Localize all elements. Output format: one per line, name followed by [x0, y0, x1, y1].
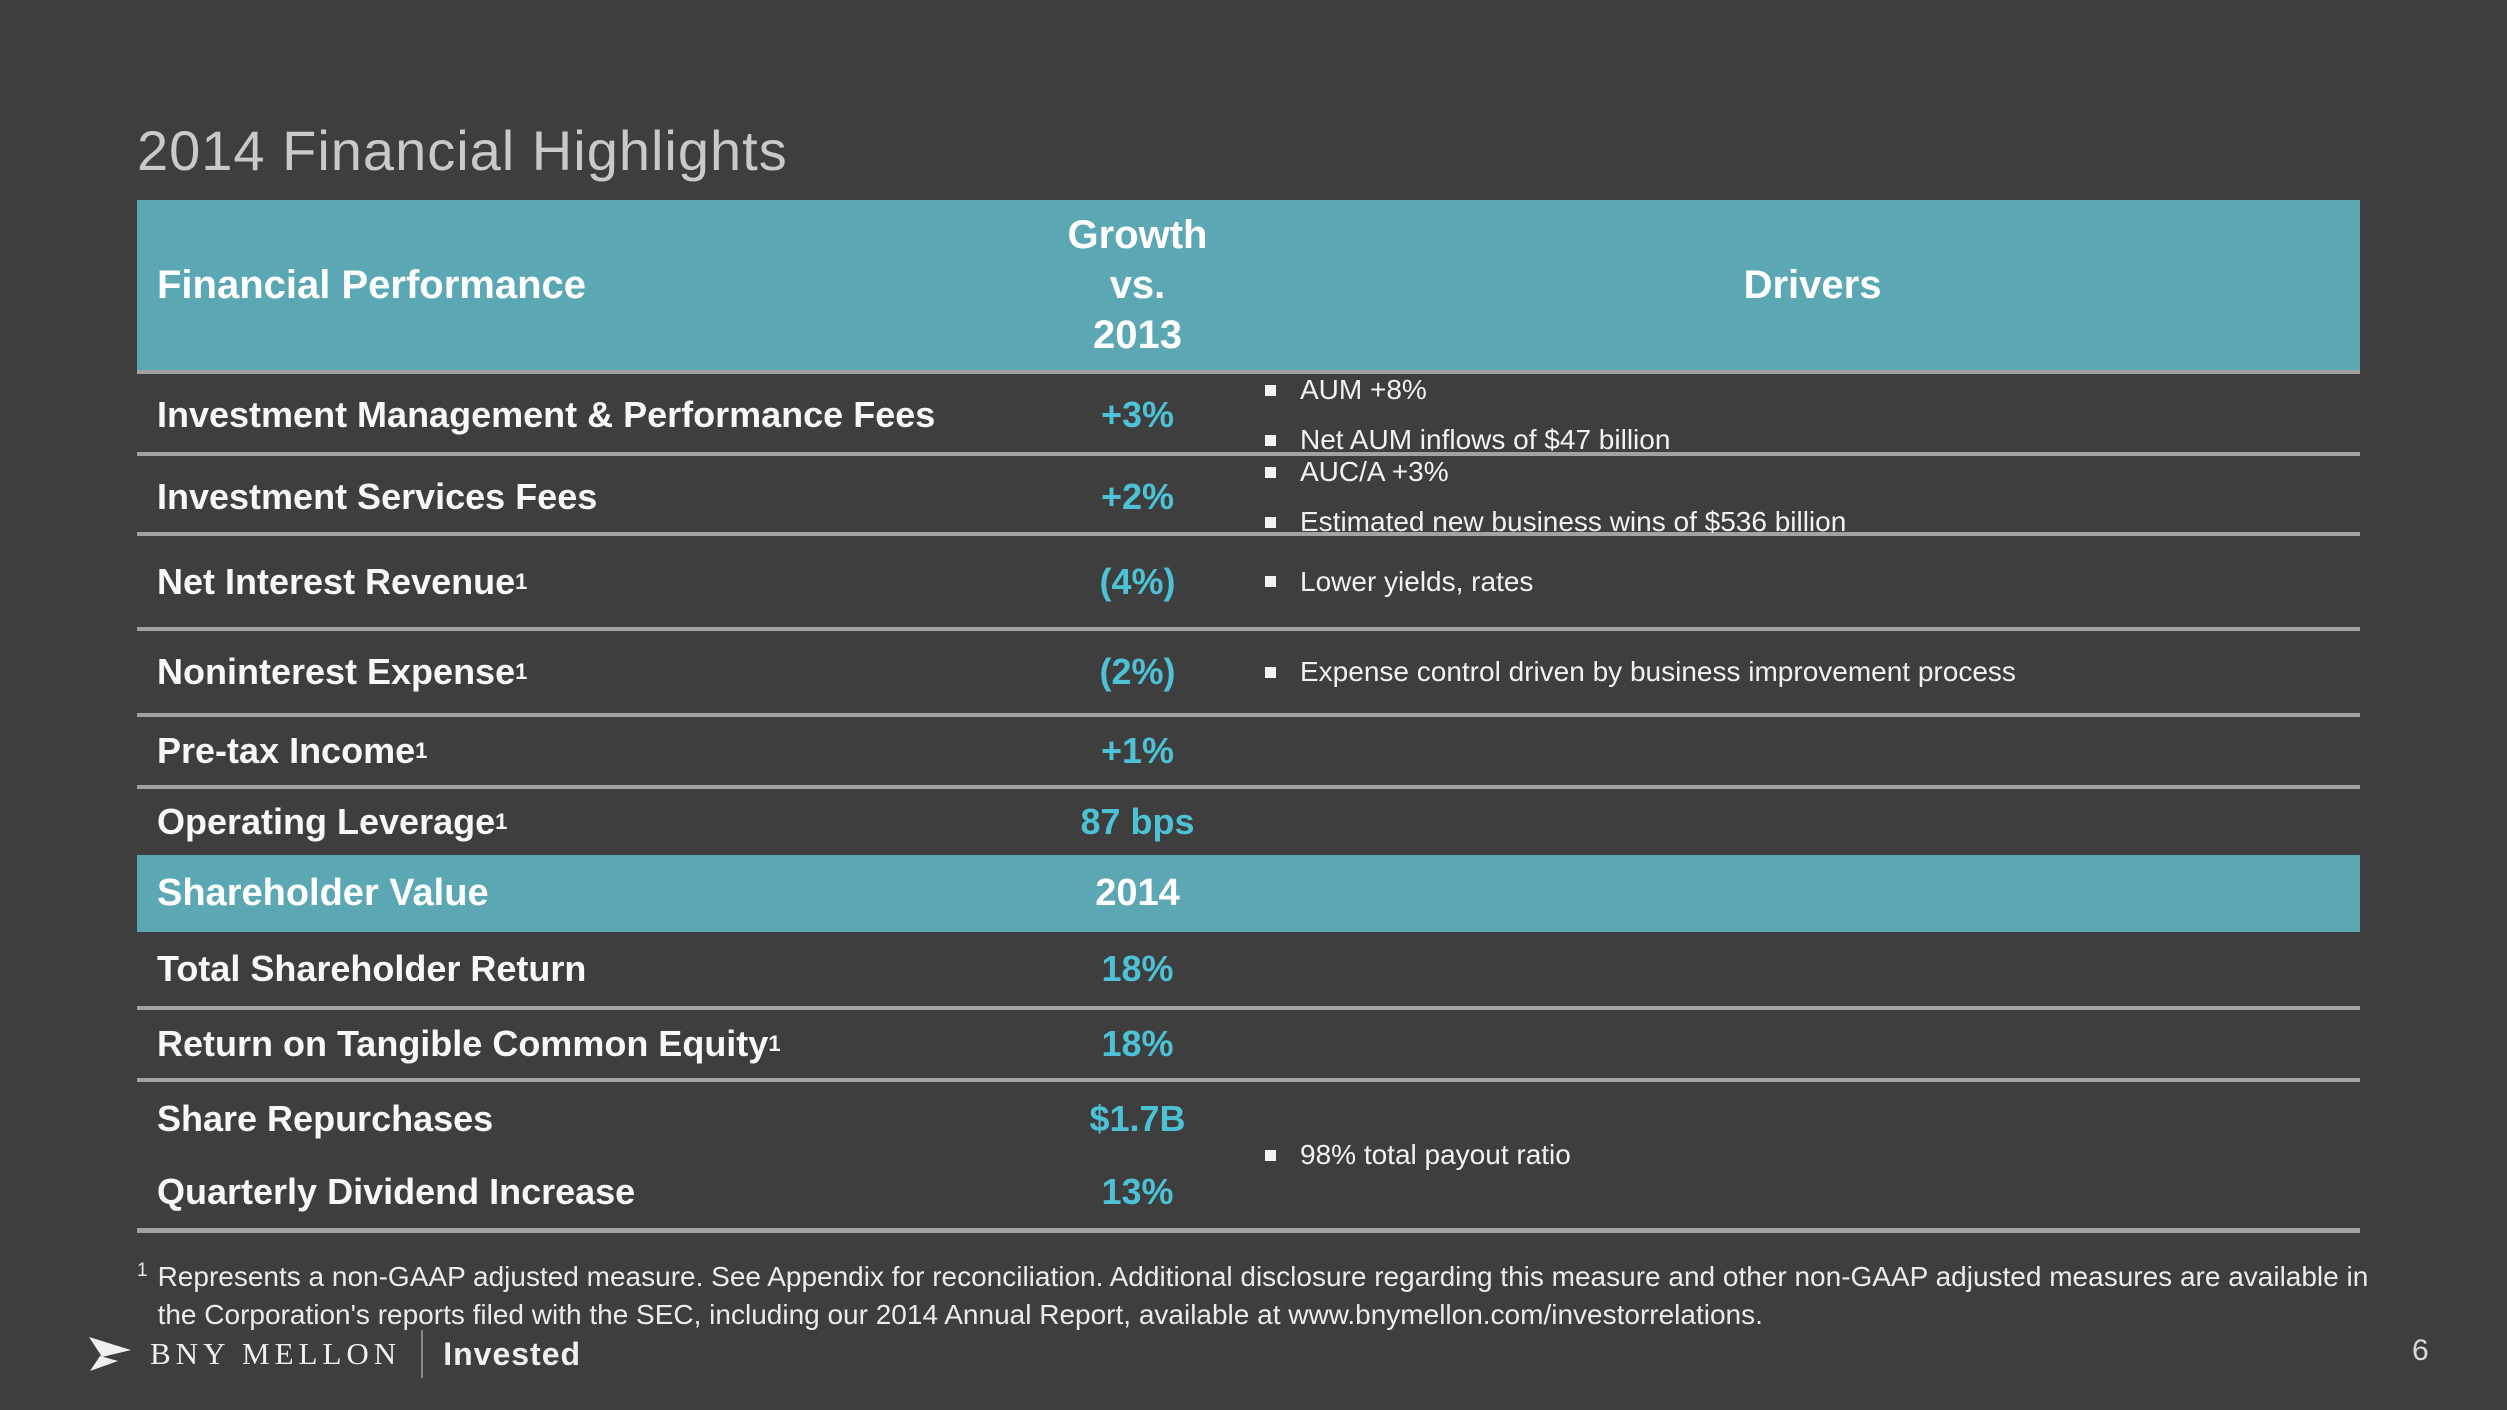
growth-value: +3%: [1100, 394, 1175, 435]
shareholder-value-band: Shareholder Value 2014: [137, 855, 2360, 932]
row-share-repurchases: Share Repurchases: [157, 1082, 1010, 1155]
row-investment-services-fees: Investment Services Fees +2% AUC/A +3% E…: [137, 452, 2360, 537]
header-growth-vs-2013: Growth vs. 2013: [1067, 213, 1208, 357]
row-label: Quarterly Dividend Increase: [157, 1170, 636, 1212]
page-title: 2014 Financial Highlights: [137, 119, 788, 182]
driver-text: AUC/A +3%: [1300, 456, 1449, 487]
square-bullet-icon: [1265, 434, 1276, 446]
row-net-interest-revenue: Net Interest Revenue 1 (4%) Lower yields,…: [137, 532, 2360, 627]
table-header-row: Financial Performance Growth vs. 2013 Dr…: [137, 200, 2360, 370]
square-bullet-icon: [1265, 466, 1276, 478]
payout-values: $1.7B 13%: [1010, 1082, 1265, 1228]
row-label-cell: Noninterest Expense 1: [157, 651, 528, 692]
page-number: 6: [2412, 1334, 2429, 1367]
drivers-cell: [1265, 789, 2360, 855]
footnote-text: Represents a non-GAAP adjusted measure. …: [157, 1261, 2369, 1330]
driver-text: Net AUM inflows of $47 billion: [1300, 424, 1671, 455]
drivers-cell: Lower yields, rates: [1265, 536, 2360, 627]
growth-value: 18%: [1101, 1023, 1174, 1064]
row-label-cell: Investment Services Fees: [137, 456, 1010, 538]
row-label: Share Repurchases: [157, 1097, 494, 1139]
row-label: Investment Management & Performance Fees: [157, 394, 936, 435]
footnote-marker: 1: [137, 1260, 148, 1281]
drivers-cell: [1265, 717, 2360, 785]
driver-item: AUC/A +3%: [1265, 456, 1449, 488]
growth-value: 13%: [1101, 1170, 1174, 1212]
row-label: Noninterest Expense: [157, 651, 516, 692]
row-quarterly-dividend-increase: Quarterly Dividend Increase: [157, 1155, 1010, 1228]
drivers-cell: [1265, 1010, 2360, 1078]
growth-value: +2%: [1100, 476, 1175, 517]
row-label-cell: Operating Leverage 1: [157, 801, 508, 842]
driver-item: Estimated new business wins of $536 bill…: [1265, 506, 1846, 538]
footer-branding: BNY MELLON Invested: [88, 1328, 581, 1380]
driver-item: AUM +8%: [1265, 374, 1427, 406]
band-year: 2014: [1095, 872, 1180, 914]
drivers-cell: 98% total payout ratio: [1265, 1082, 2360, 1228]
row-label: Investment Services Fees: [157, 476, 598, 517]
brand-tagline: Invested: [443, 1335, 582, 1372]
drivers-cell: AUC/A +3% Estimated new business wins of…: [1265, 456, 2360, 538]
growth-value: (4%): [1099, 560, 1176, 602]
driver-text: Expense control driven by business impro…: [1300, 656, 2016, 687]
band-empty-cell: [1265, 855, 2360, 932]
driver-item: Lower yields, rates: [1265, 566, 1533, 598]
growth-value: 18%: [1101, 948, 1174, 989]
header-financial-performance: Financial Performance: [157, 262, 587, 307]
growth-value: $1.7B: [1089, 1097, 1186, 1139]
row-investment-management-fees: Investment Management & Performance Fees…: [137, 370, 2360, 455]
row-label-cell: Investment Management & Performance Fees: [137, 374, 1010, 456]
square-bullet-icon: [1265, 666, 1276, 678]
drivers-cell: Expense control driven by business impro…: [1265, 631, 2360, 713]
bny-mellon-logo-icon: [89, 1337, 131, 1371]
growth-value: +1%: [1100, 730, 1175, 771]
row-label: Pre-tax Income: [157, 730, 416, 771]
drivers-cell: AUM +8% Net AUM inflows of $47 billion: [1265, 374, 2360, 456]
row-pretax-income: Pre-tax Income 1 +1%: [137, 713, 2360, 785]
growth-value: 87 bps: [1080, 801, 1195, 842]
financial-highlights-table: Financial Performance Growth vs. 2013 Dr…: [137, 200, 2360, 1233]
footnote: 1 Represents a non-GAAP adjusted measure…: [137, 1258, 2377, 1334]
row-label: Operating Leverage: [157, 801, 496, 842]
square-bullet-icon: [1265, 576, 1276, 587]
row-operating-leverage: Operating Leverage 1 87 bps: [137, 785, 2360, 855]
row-label: Return on Tangible Common Equity: [157, 1023, 769, 1064]
brand-wordmark: BNY MELLON: [150, 1336, 402, 1371]
header-drivers: Drivers: [1743, 262, 1882, 307]
driver-text: 98% total payout ratio: [1300, 1139, 1571, 1170]
band-label: Shareholder Value: [157, 872, 489, 914]
driver-text: Estimated new business wins of $536 bill…: [1300, 506, 1847, 537]
square-bullet-icon: [1265, 1149, 1276, 1161]
payout-labels: Share Repurchases Quarterly Dividend Inc…: [137, 1082, 1010, 1228]
row-return-on-tangible-common-equity: Return on Tangible Common Equity 1 18%: [137, 1006, 2360, 1078]
footer-divider: [421, 1330, 424, 1378]
row-label: Total Shareholder Return: [157, 948, 587, 989]
driver-item: 98% total payout ratio: [1265, 1139, 1571, 1171]
row-label-cell: Total Shareholder Return: [137, 932, 1010, 1006]
table-body: Investment Management & Performance Fees…: [137, 370, 2360, 1233]
square-bullet-icon: [1265, 516, 1276, 528]
driver-text: AUM +8%: [1300, 374, 1427, 405]
band-label-cell: Shareholder Value: [137, 855, 1010, 932]
row-label-cell: Pre-tax Income 1: [157, 730, 428, 771]
driver-item: Net AUM inflows of $47 billion: [1265, 424, 1670, 456]
drivers-cell: [1265, 932, 2360, 1006]
square-bullet-icon: [1265, 384, 1276, 396]
row-label-cell: Net Interest Revenue 1: [157, 560, 528, 602]
row-label: Net Interest Revenue: [157, 560, 516, 602]
row-total-shareholder-return: Total Shareholder Return 18%: [137, 932, 2360, 1006]
section-repurchases-dividend: Share Repurchases Quarterly Dividend Inc…: [137, 1078, 2360, 1228]
driver-item: Expense control driven by business impro…: [1265, 656, 2016, 688]
row-label-cell: Return on Tangible Common Equity 1: [157, 1023, 781, 1064]
growth-value: (2%): [1099, 651, 1176, 692]
driver-text: Lower yields, rates: [1300, 565, 1534, 597]
row-noninterest-expense: Noninterest Expense 1 (2%) Expense contro…: [137, 627, 2360, 713]
